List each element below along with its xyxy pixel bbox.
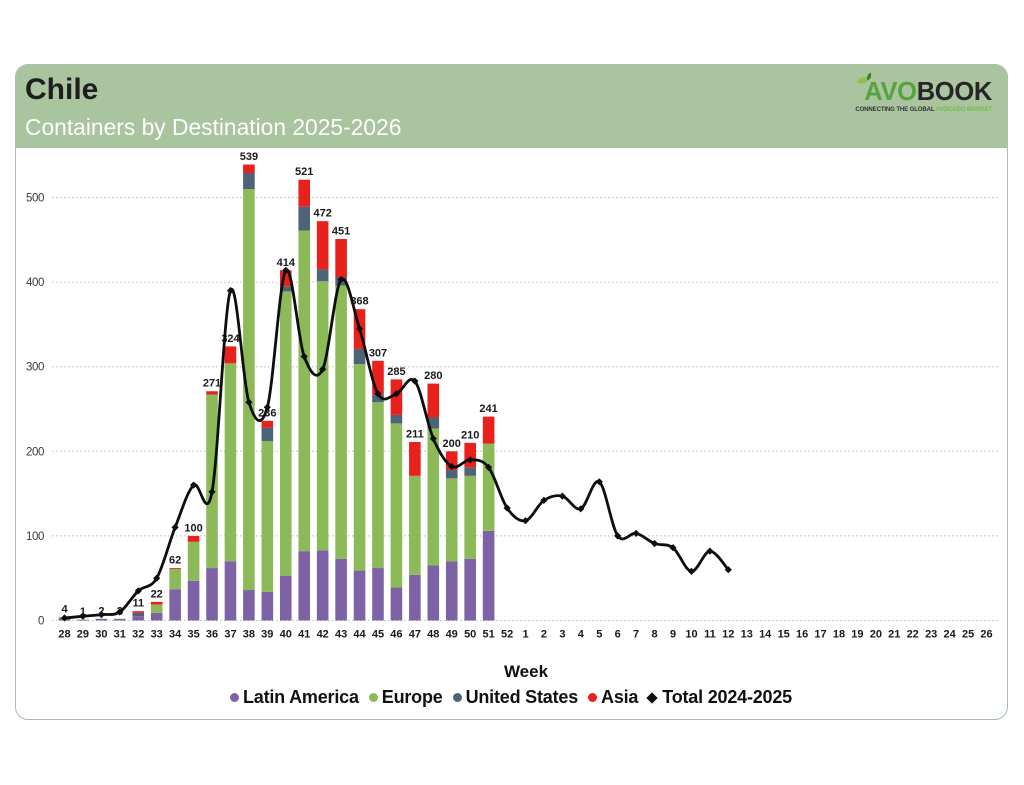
svg-text:1: 1 <box>522 629 528 641</box>
svg-text:34: 34 <box>169 629 182 641</box>
svg-text:40: 40 <box>280 629 292 641</box>
svg-text:9: 9 <box>670 629 676 641</box>
svg-text:20: 20 <box>870 629 882 641</box>
svg-text:211: 211 <box>406 429 424 441</box>
svg-text:Week: Week <box>504 662 549 681</box>
svg-text:11: 11 <box>132 598 144 610</box>
svg-text:41: 41 <box>298 629 310 641</box>
svg-text:3: 3 <box>559 629 565 641</box>
svg-text:39: 39 <box>261 629 273 641</box>
svg-text:11: 11 <box>704 629 716 641</box>
svg-text:1: 1 <box>80 606 86 618</box>
svg-text:25: 25 <box>962 629 974 641</box>
svg-text:200: 200 <box>26 446 44 458</box>
svg-text:100: 100 <box>26 531 44 543</box>
svg-text:42: 42 <box>317 629 329 641</box>
svg-text:241: 241 <box>479 403 497 415</box>
svg-text:12: 12 <box>722 629 734 641</box>
svg-text:500: 500 <box>26 193 44 205</box>
svg-text:35: 35 <box>187 629 199 641</box>
svg-text:32: 32 <box>132 629 144 641</box>
svg-text:36: 36 <box>206 629 218 641</box>
svg-text:271: 271 <box>203 378 221 390</box>
svg-text:8: 8 <box>652 629 658 641</box>
svg-text:24: 24 <box>943 629 956 641</box>
svg-text:26: 26 <box>980 629 992 641</box>
svg-text:47: 47 <box>409 629 421 641</box>
svg-text:7: 7 <box>633 629 639 641</box>
svg-text:46: 46 <box>390 629 402 641</box>
svg-text:300: 300 <box>26 362 44 374</box>
svg-text:29: 29 <box>77 629 89 641</box>
svg-text:472: 472 <box>314 208 332 220</box>
svg-text:400: 400 <box>26 277 44 289</box>
svg-text:52: 52 <box>501 629 513 641</box>
svg-text:44: 44 <box>353 629 366 641</box>
svg-text:23: 23 <box>925 629 937 641</box>
svg-text:48: 48 <box>427 629 439 641</box>
svg-text:0: 0 <box>38 616 44 628</box>
svg-text:19: 19 <box>851 629 863 641</box>
svg-text:50: 50 <box>464 629 476 641</box>
svg-text:414: 414 <box>277 257 296 269</box>
svg-text:6: 6 <box>615 629 621 641</box>
svg-text:10: 10 <box>685 629 697 641</box>
svg-text:4: 4 <box>578 629 585 641</box>
svg-text:14: 14 <box>759 629 772 641</box>
svg-text:210: 210 <box>461 429 479 441</box>
svg-text:280: 280 <box>424 370 442 382</box>
svg-text:51: 51 <box>482 629 494 641</box>
svg-text:200: 200 <box>443 438 461 450</box>
svg-text:15: 15 <box>778 629 790 641</box>
svg-text:4: 4 <box>61 604 68 616</box>
svg-text:21: 21 <box>888 629 900 641</box>
svg-text:521: 521 <box>295 166 313 178</box>
svg-text:16: 16 <box>796 629 808 641</box>
svg-text:62: 62 <box>169 555 181 567</box>
svg-text:43: 43 <box>335 629 347 641</box>
svg-text:17: 17 <box>814 629 826 641</box>
svg-text:30: 30 <box>95 629 107 641</box>
svg-text:22: 22 <box>151 588 163 600</box>
svg-text:28: 28 <box>58 629 70 641</box>
svg-text:5: 5 <box>596 629 602 641</box>
svg-text:539: 539 <box>240 151 258 163</box>
svg-text:13: 13 <box>741 629 753 641</box>
svg-text:33: 33 <box>151 629 163 641</box>
svg-text:49: 49 <box>446 629 458 641</box>
svg-text:22: 22 <box>907 629 919 641</box>
svg-text:31: 31 <box>114 629 126 641</box>
svg-text:307: 307 <box>369 347 387 359</box>
svg-text:38: 38 <box>243 629 255 641</box>
svg-text:2: 2 <box>541 629 547 641</box>
svg-text:100: 100 <box>184 522 202 534</box>
svg-text:451: 451 <box>332 226 350 238</box>
svg-text:285: 285 <box>387 366 405 378</box>
svg-text:368: 368 <box>350 296 368 308</box>
svg-text:45: 45 <box>372 629 384 641</box>
svg-text:37: 37 <box>224 629 236 641</box>
svg-text:18: 18 <box>833 629 845 641</box>
